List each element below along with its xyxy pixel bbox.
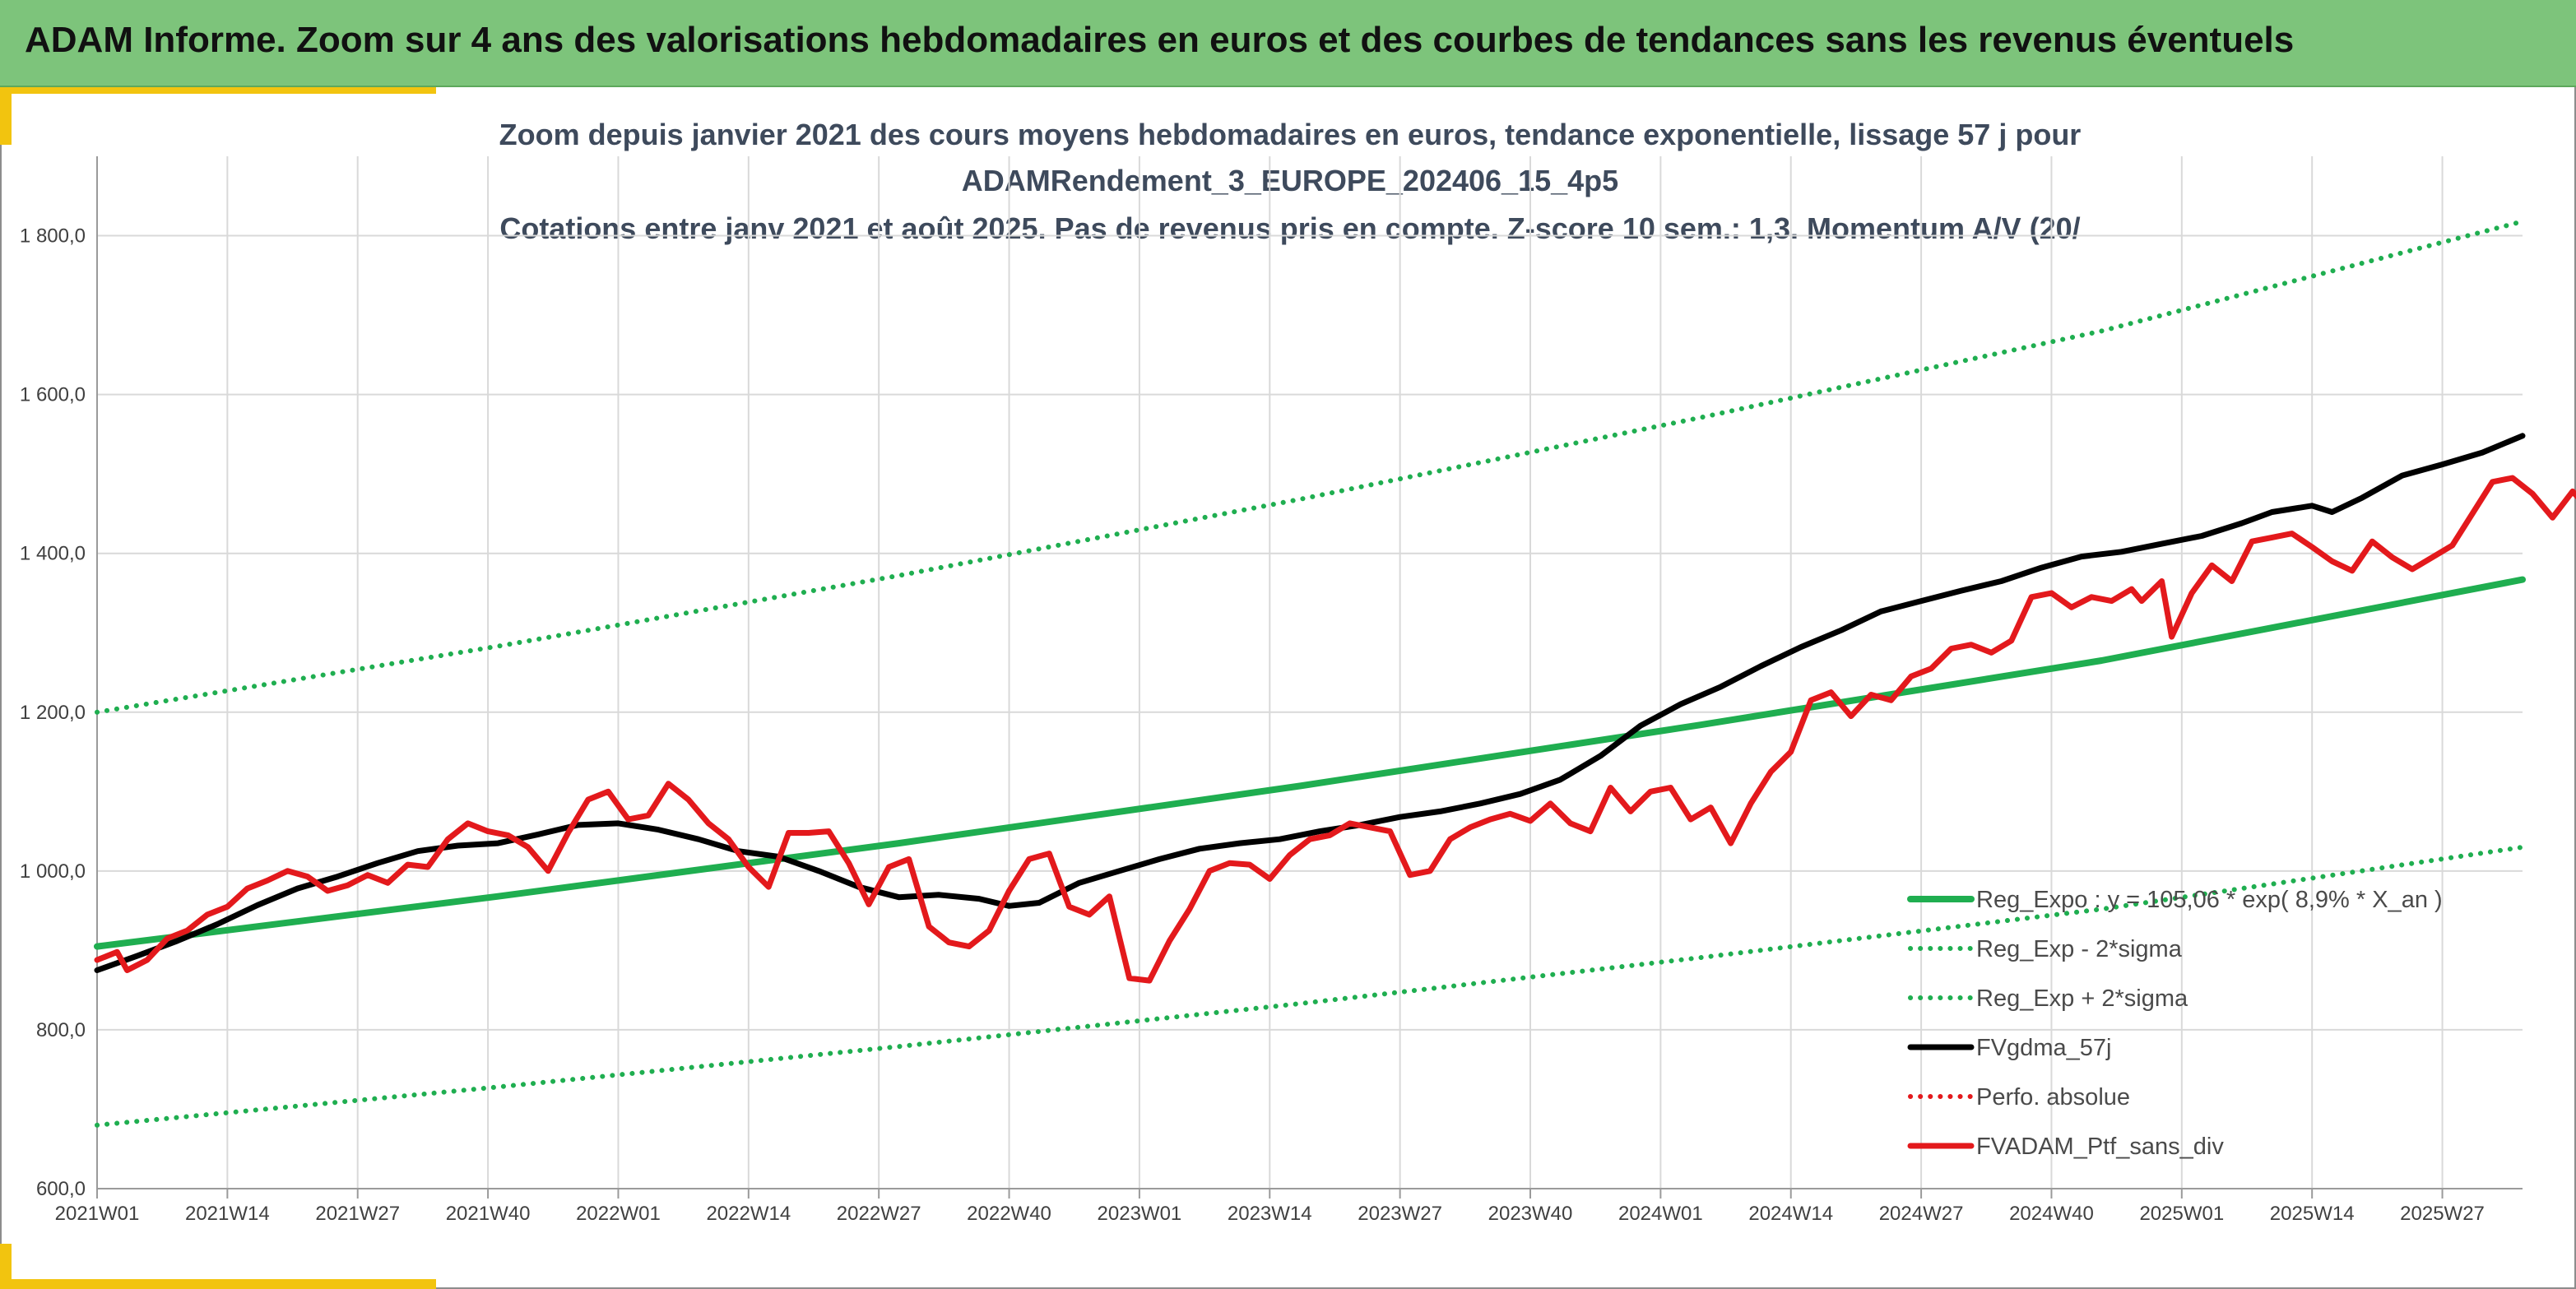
legend-label-2: Reg_Exp + 2*sigma <box>1976 985 2188 1012</box>
x-tick-label: 2022W14 <box>706 1203 791 1225</box>
x-tick-label: 2022W27 <box>837 1203 921 1225</box>
x-tick-label: 2023W01 <box>1098 1203 1182 1225</box>
y-tick-label: 1 800,0 <box>20 225 86 248</box>
y-tick-label: 600,0 <box>36 1178 86 1200</box>
legend-label-1: Reg_Exp - 2*sigma <box>1976 936 2183 962</box>
x-tick-label: 2021W27 <box>315 1203 400 1225</box>
y-tick-label: 800,0 <box>36 1019 86 1041</box>
series-lines <box>97 221 2576 1125</box>
series-line-2 <box>97 221 2523 712</box>
x-tick-label: 2024W40 <box>2009 1203 2094 1225</box>
x-tick-label: 2024W01 <box>1618 1203 1703 1225</box>
y-tick-label: 1 200,0 <box>20 702 86 724</box>
x-tick-label: 2022W01 <box>576 1203 661 1225</box>
x-tick-label: 2025W01 <box>2139 1203 2224 1225</box>
chart-title-line-1: Zoom depuis janvier 2021 des cours moyen… <box>499 118 2082 151</box>
x-tick-label: 2025W27 <box>2400 1203 2485 1225</box>
x-tick-label: 2022W40 <box>967 1203 1051 1225</box>
x-tick-label: 2023W14 <box>1228 1203 1312 1225</box>
x-tick-label: 2023W40 <box>1488 1203 1573 1225</box>
chart-title: Zoom depuis janvier 2021 des cours moyen… <box>499 118 2082 245</box>
x-tick-label: 2024W14 <box>1748 1203 1833 1225</box>
axes: 600,0 800,0 1 000,0 1 200,0 1 400,0 1 600,0 1 … <box>20 156 2523 1225</box>
y-tick-label: 1 400,0 <box>20 543 86 565</box>
legend-label-4: Perfo. absolue <box>1976 1084 2130 1110</box>
chart-title-line-2: ADAMRendement_3_EUROPE_202406_15_4p5 <box>962 164 1618 197</box>
legend-label-5: FVADAM_Ptf_sans_div <box>1976 1134 2224 1160</box>
legend-label-3: FVgdma_57j <box>1976 1035 2111 1061</box>
x-tick-label: 2023W27 <box>1358 1203 1442 1225</box>
grid <box>97 156 2523 1189</box>
chart-title-line-3: Cotations entre janv 2021 et août 2025. … <box>499 211 2080 245</box>
line-chart: Zoom depuis janvier 2021 des cours moyen… <box>0 0 2576 1289</box>
x-tick-label: 2021W01 <box>55 1203 140 1225</box>
legend: Reg_Expo : y = 105,06 * exp( 8,9% * X_an… <box>1910 887 2443 1160</box>
x-tick-label: 2021W14 <box>185 1203 270 1225</box>
legend-label-0: Reg_Expo : y = 105,06 * exp( 8,9% * X_an… <box>1976 887 2443 913</box>
x-tick-label: 2021W40 <box>446 1203 531 1225</box>
y-tick-label: 1 600,0 <box>20 384 86 406</box>
x-tick-label: 2024W27 <box>1879 1203 1964 1225</box>
x-tick-label: 2025W14 <box>2270 1203 2355 1225</box>
y-tick-label: 1 000,0 <box>20 860 86 883</box>
